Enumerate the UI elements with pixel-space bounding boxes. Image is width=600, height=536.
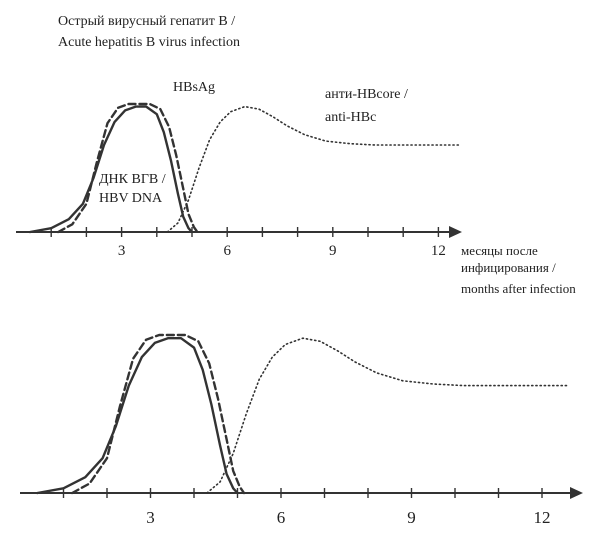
x-tick-label: 12 <box>431 243 446 259</box>
series-line-hbv-dna <box>28 105 194 234</box>
chart-title: Острый вирусный гепатит B / <box>58 14 235 29</box>
x-tick-label: 6 <box>223 243 231 259</box>
x-axis-arrow <box>449 226 462 238</box>
chart-subtitle: Acute hepatitis B virus infection <box>58 35 240 50</box>
series-label-hbv-dna-line1: ДНК ВГВ / <box>99 172 166 187</box>
series-line-hbsag <box>71 333 246 495</box>
series-label-hbsag: HBsAg <box>173 80 215 95</box>
series-label-hbv-dna-line2: HBV DNA <box>99 191 163 206</box>
series-label-anti-hbc-line2: anti-HBc <box>325 110 376 125</box>
x-axis-arrow <box>570 487 583 499</box>
series-line-anti-hbc <box>166 105 461 233</box>
x-tick-label: 3 <box>146 508 155 527</box>
series-line-hbv-dna <box>36 337 239 495</box>
series-line-anti-hbc <box>206 337 569 494</box>
x-tick-label: 12 <box>534 508 551 527</box>
x-tick-label: 3 <box>118 243 126 259</box>
x-tick-label: 9 <box>407 508 416 527</box>
x-axis-label-line2: инфицирования / <box>461 260 556 275</box>
x-axis-label-line1: месяцы после <box>461 243 538 258</box>
x-tick-label: 6 <box>277 508 286 527</box>
chart-panel-2: 3 6 9 12 <box>20 333 583 527</box>
chart-panel-1: 3 6 9 12 <box>16 102 462 259</box>
x-axis-label-line3: months after infection <box>461 281 576 296</box>
x-tick-label: 9 <box>329 243 337 259</box>
series-line-hbsag <box>57 102 199 234</box>
series-label-anti-hbc-line1: анти-HBcore / <box>325 87 408 102</box>
